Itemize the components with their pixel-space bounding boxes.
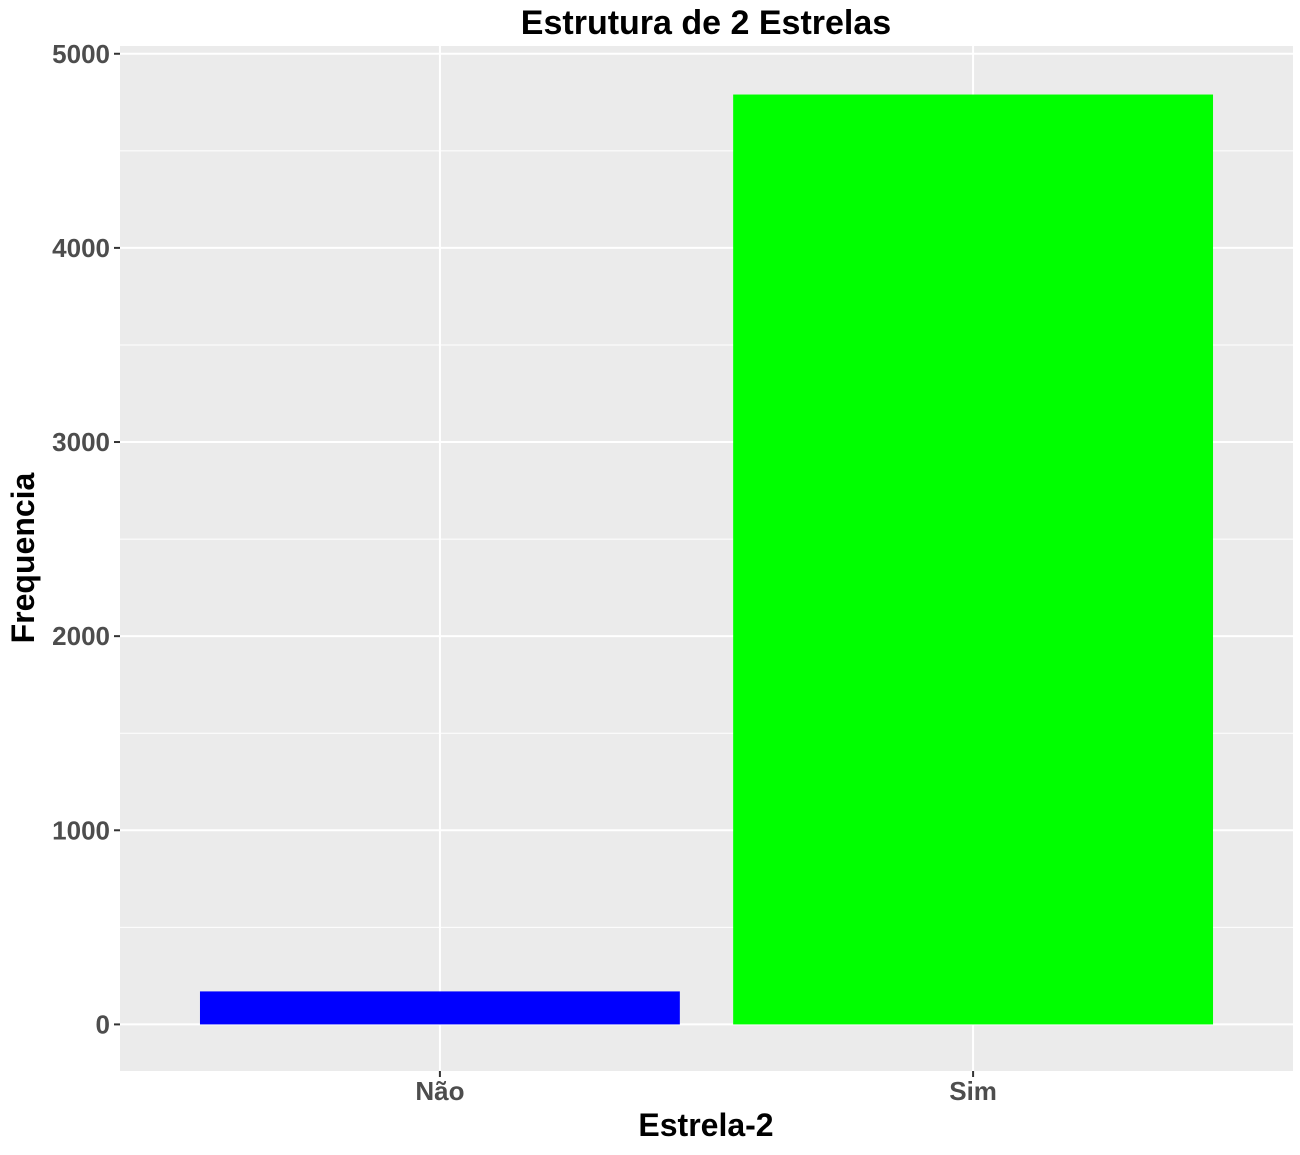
y-axis-title: Frequencia [5,472,41,643]
y-tick-label: 4000 [52,233,110,263]
y-tick-label: 3000 [52,427,110,457]
chart-title: Estrutura de 2 Estrelas [521,4,891,42]
x-axis: Não Sim [415,1071,997,1106]
y-tick-label: 5000 [52,39,110,69]
x-tick-label: Sim [949,1076,997,1106]
y-tick-label: 0 [96,1009,110,1039]
y-axis: 0 1000 2000 3000 4000 5000 [52,39,120,1039]
bar-sim [733,94,1214,1025]
x-tick-label: Não [415,1076,464,1106]
y-tick-label: 1000 [52,815,110,845]
x-axis-title: Estrela-2 [638,1107,773,1143]
bars [199,94,1214,1025]
y-tick-label: 2000 [52,621,110,651]
bar-nao [199,991,680,1025]
